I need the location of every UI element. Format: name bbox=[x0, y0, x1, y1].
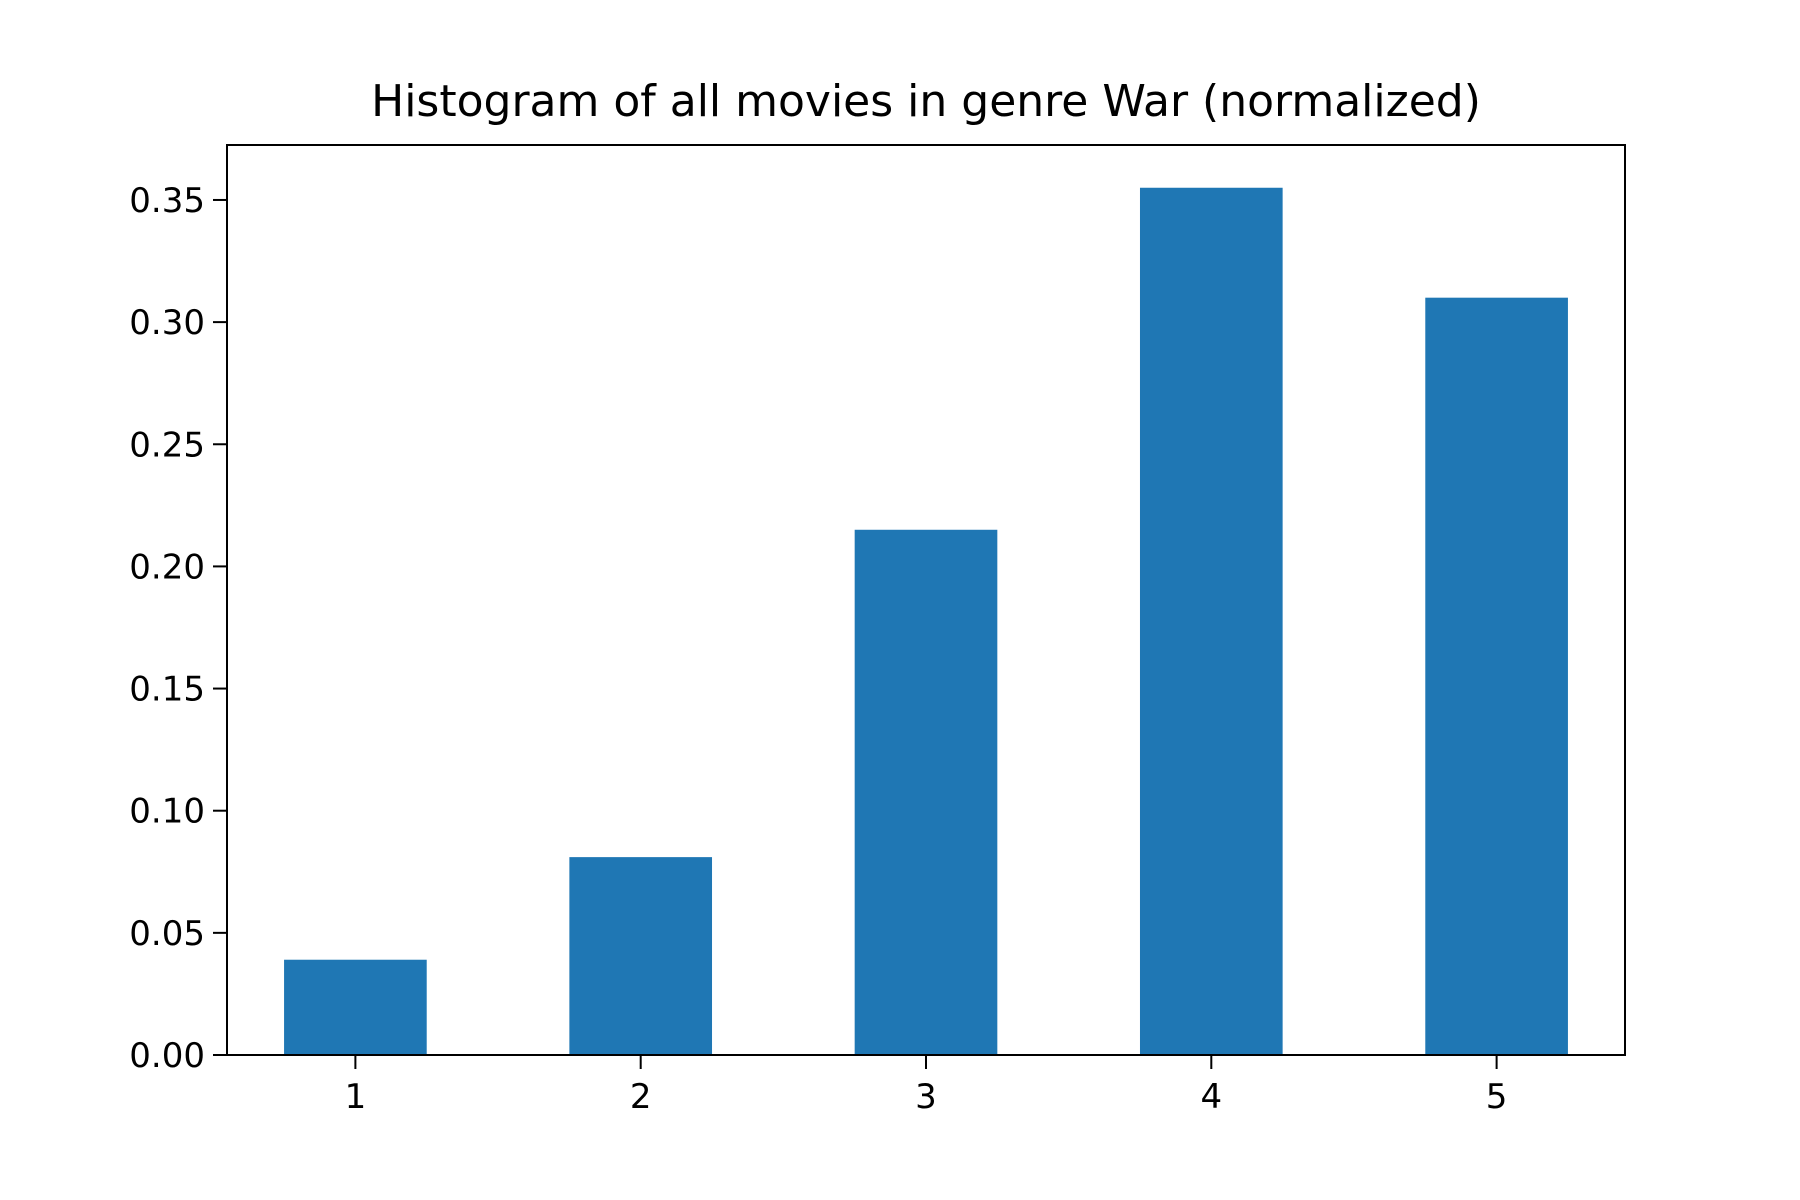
x-axis: 1 2 3 4 5 bbox=[345, 1055, 1508, 1117]
y-tick-label-0.00: 0.00 bbox=[129, 1036, 205, 1076]
y-tick-label-0.15: 0.15 bbox=[129, 670, 205, 710]
bar-5 bbox=[1425, 297, 1568, 1055]
y-tick-label-0.25: 0.25 bbox=[129, 425, 205, 465]
y-tick-label-0.35: 0.35 bbox=[129, 181, 205, 221]
x-tick-label-5: 5 bbox=[1486, 1077, 1508, 1117]
x-tick-label-2: 2 bbox=[630, 1077, 652, 1117]
bar-3 bbox=[854, 529, 998, 1055]
bar-4 bbox=[1139, 187, 1283, 1055]
bar-2 bbox=[569, 857, 713, 1055]
y-tick-label-0.05: 0.05 bbox=[129, 914, 205, 954]
bars-group bbox=[284, 187, 1568, 1055]
x-tick-label-3: 3 bbox=[915, 1077, 937, 1117]
plot-frame bbox=[226, 144, 1626, 1056]
y-tick-label-0.20: 0.20 bbox=[129, 547, 205, 587]
y-tick-label-0.30: 0.30 bbox=[129, 303, 205, 343]
y-axis: 0.00 0.05 0.10 0.15 0.20 0.25 0.30 0.35 bbox=[129, 181, 227, 1076]
x-tick-label-4: 4 bbox=[1200, 1077, 1222, 1117]
chart-title: Histogram of all movies in genre War (no… bbox=[371, 76, 1481, 127]
x-tick-label-1: 1 bbox=[345, 1077, 367, 1117]
bar-1 bbox=[284, 959, 427, 1055]
y-tick-label-0.10: 0.10 bbox=[129, 792, 205, 832]
